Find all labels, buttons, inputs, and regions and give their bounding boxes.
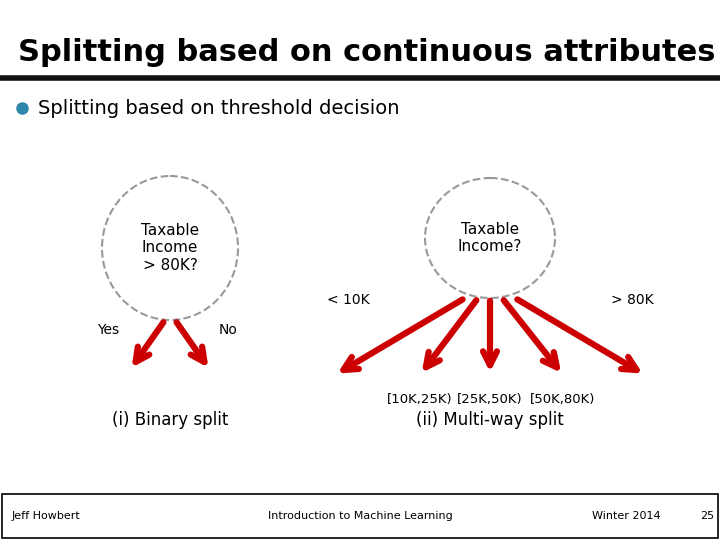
Text: < 10K: < 10K xyxy=(327,293,369,307)
Text: Jeff Howbert: Jeff Howbert xyxy=(12,511,81,521)
Text: Winter 2014: Winter 2014 xyxy=(592,511,661,521)
Text: Taxable
Income?: Taxable Income? xyxy=(458,222,522,254)
Text: [25K,50K): [25K,50K) xyxy=(457,394,523,407)
Text: > 80K: > 80K xyxy=(611,293,653,307)
Text: 25: 25 xyxy=(700,511,714,521)
Text: Taxable
Income
> 80K?: Taxable Income > 80K? xyxy=(141,223,199,273)
FancyBboxPatch shape xyxy=(2,494,718,538)
Text: [10K,25K): [10K,25K) xyxy=(387,394,453,407)
Text: Splitting based on threshold decision: Splitting based on threshold decision xyxy=(38,98,400,118)
Text: Splitting based on continuous attributes: Splitting based on continuous attributes xyxy=(18,38,716,67)
Text: (i) Binary split: (i) Binary split xyxy=(112,411,228,429)
Text: Yes: Yes xyxy=(97,323,119,337)
Text: Introduction to Machine Learning: Introduction to Machine Learning xyxy=(268,511,452,521)
Text: No: No xyxy=(219,323,238,337)
Text: (ii) Multi-way split: (ii) Multi-way split xyxy=(416,411,564,429)
Text: [50K,80K): [50K,80K) xyxy=(531,394,595,407)
